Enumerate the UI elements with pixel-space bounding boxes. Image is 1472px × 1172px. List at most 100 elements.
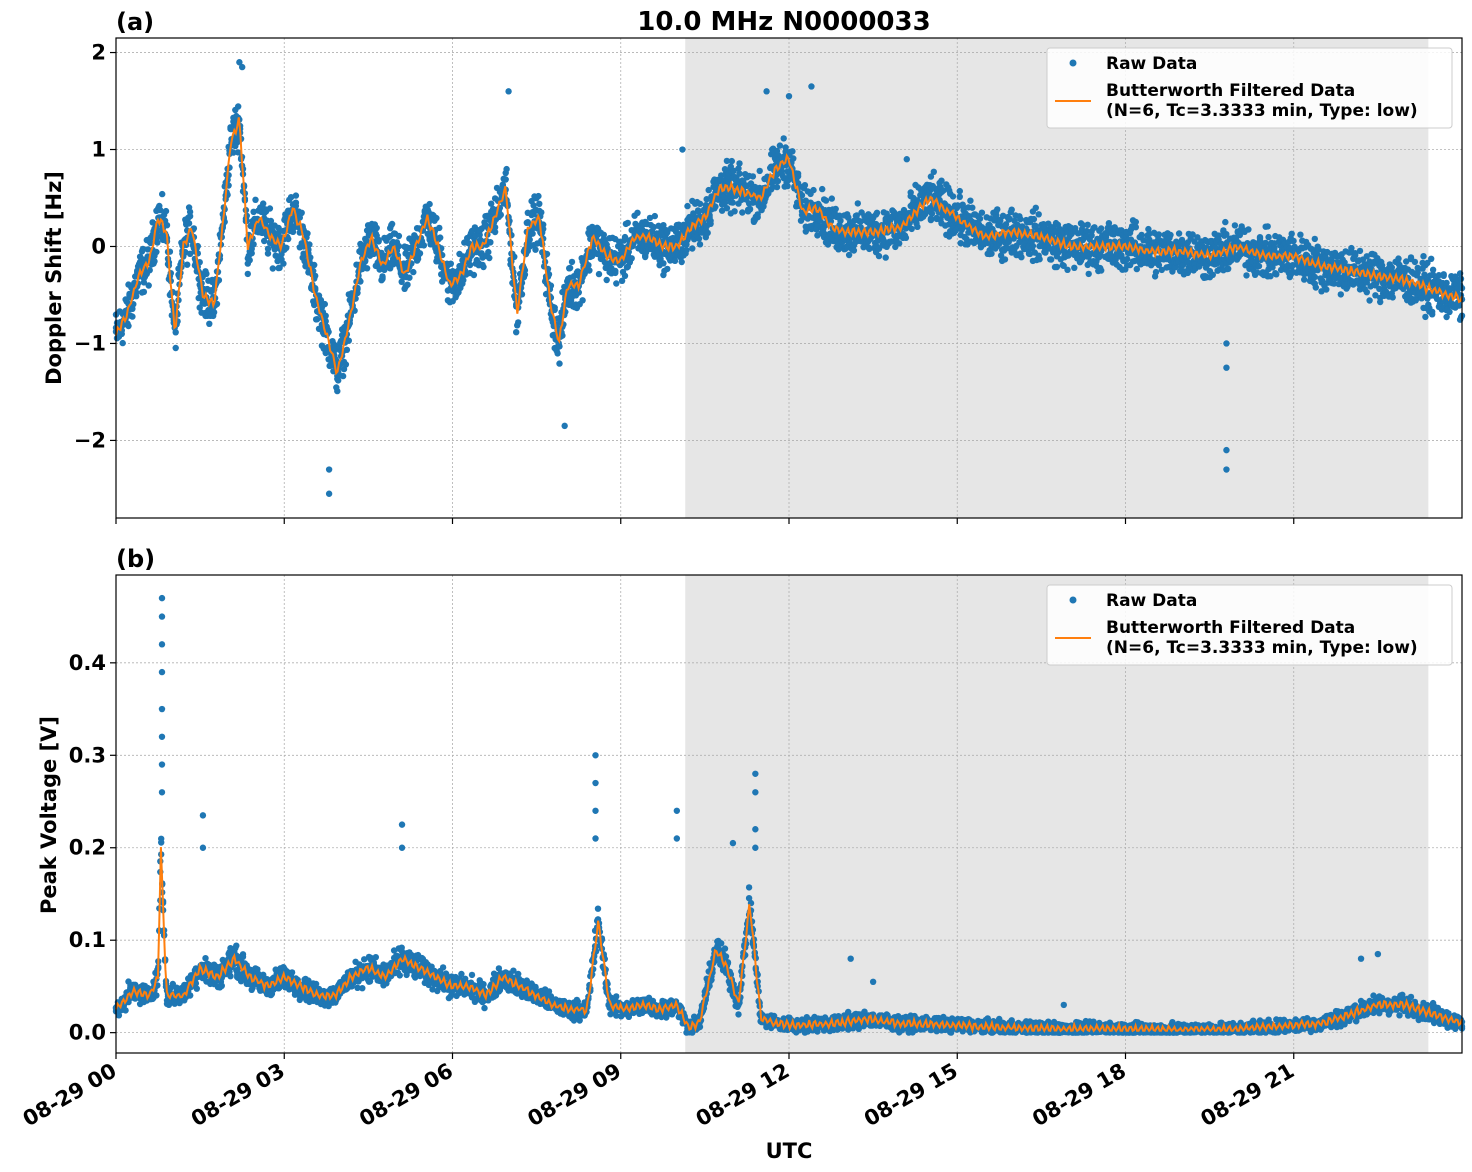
panel-a-y-ticks: 210−1−2 bbox=[74, 41, 116, 452]
raw-data-point bbox=[1429, 311, 1436, 318]
raw-data-point bbox=[1008, 206, 1015, 213]
raw-data-point bbox=[754, 214, 761, 221]
raw-data-point bbox=[675, 221, 682, 228]
raw-data-point bbox=[613, 280, 620, 287]
raw-data-point bbox=[1395, 255, 1402, 262]
raw-data-point bbox=[154, 239, 161, 246]
raw-data-point bbox=[239, 953, 247, 960]
raw-data-point bbox=[497, 211, 504, 219]
panel-a-legend: Raw Data Butterworth Filtered Data (N=6,… bbox=[1046, 47, 1453, 129]
raw-data-point bbox=[1337, 291, 1345, 298]
raw-data-point bbox=[707, 217, 714, 224]
raw-data-point bbox=[233, 942, 240, 949]
raw-data-point bbox=[311, 261, 318, 269]
raw-data-point bbox=[538, 209, 545, 216]
raw-data-point bbox=[1001, 256, 1009, 263]
raw-data-outlier bbox=[763, 88, 770, 95]
raw-data-point bbox=[1363, 289, 1371, 296]
raw-data-point bbox=[487, 239, 494, 246]
raw-data-point bbox=[218, 982, 225, 989]
raw-data-point bbox=[272, 252, 279, 259]
raw-data-point bbox=[1264, 223, 1271, 230]
raw-data-point bbox=[696, 241, 704, 248]
raw-data-point bbox=[285, 235, 292, 243]
raw-data-point bbox=[1271, 244, 1278, 251]
raw-data-point bbox=[949, 193, 957, 200]
raw-data-point bbox=[1352, 251, 1359, 259]
raw-data-point bbox=[1030, 215, 1038, 223]
raw-data-point bbox=[1053, 263, 1061, 271]
raw-data-point bbox=[1152, 268, 1160, 276]
raw-data-point bbox=[664, 229, 671, 236]
raw-data-point bbox=[535, 192, 542, 200]
raw-data-point bbox=[621, 272, 629, 279]
raw-data-point bbox=[140, 288, 148, 296]
raw-data-point bbox=[1064, 266, 1071, 273]
raw-data-point bbox=[526, 236, 533, 243]
raw-data-point bbox=[202, 955, 209, 962]
raw-data-point bbox=[690, 210, 697, 217]
raw-data-point bbox=[1273, 271, 1280, 278]
raw-data-point bbox=[375, 236, 382, 244]
raw-data-point bbox=[756, 167, 763, 175]
raw-data-point bbox=[794, 170, 802, 177]
raw-data-outlier bbox=[785, 92, 793, 100]
raw-data-point bbox=[146, 267, 153, 274]
raw-data-point bbox=[927, 216, 935, 224]
raw-data-point bbox=[470, 271, 478, 279]
raw-data-point bbox=[414, 255, 422, 263]
raw-data-point bbox=[689, 245, 696, 252]
raw-data-point bbox=[660, 222, 667, 229]
raw-data-point bbox=[1155, 231, 1163, 238]
raw-data-point bbox=[875, 252, 883, 260]
raw-data-point bbox=[1429, 266, 1437, 273]
raw-data-point bbox=[235, 103, 242, 110]
raw-data-point bbox=[342, 361, 350, 368]
raw-data-point bbox=[1440, 271, 1447, 278]
raw-data-point bbox=[1311, 235, 1319, 243]
raw-data-point bbox=[1457, 275, 1465, 282]
raw-data-point bbox=[988, 250, 995, 257]
raw-data-outlier bbox=[325, 490, 333, 497]
raw-data-point bbox=[822, 197, 830, 204]
raw-data-point bbox=[646, 214, 654, 222]
raw-data-point bbox=[147, 239, 154, 247]
raw-data-point bbox=[416, 250, 424, 257]
legend-filtered-line2: (N=6, Tc=3.3333 min, Type: low) bbox=[1106, 101, 1418, 121]
raw-data-point bbox=[896, 240, 903, 247]
raw-data-point bbox=[186, 992, 194, 999]
raw-data-point bbox=[736, 170, 743, 177]
raw-data-point bbox=[956, 193, 963, 200]
raw-data-point bbox=[343, 346, 351, 353]
raw-data-point bbox=[491, 228, 499, 236]
raw-data-point bbox=[1029, 242, 1037, 250]
raw-data-point bbox=[260, 200, 267, 207]
raw-data-point bbox=[250, 208, 257, 215]
raw-data-point bbox=[1225, 265, 1232, 272]
raw-data-point bbox=[566, 264, 574, 272]
raw-data-point bbox=[773, 183, 781, 191]
raw-data-point bbox=[227, 973, 234, 980]
raw-data-point bbox=[158, 839, 165, 846]
raw-data-point bbox=[704, 229, 711, 237]
raw-data-point bbox=[162, 207, 170, 215]
raw-data-point bbox=[503, 165, 510, 173]
raw-data-point bbox=[261, 237, 268, 245]
raw-data-point bbox=[1388, 264, 1396, 271]
raw-data-point bbox=[810, 186, 817, 194]
raw-data-point bbox=[153, 992, 160, 999]
raw-data-point bbox=[1356, 247, 1364, 255]
raw-data-point bbox=[1036, 256, 1043, 263]
raw-data-outlier bbox=[238, 63, 246, 71]
raw-data-point bbox=[292, 199, 300, 206]
raw-data-point bbox=[447, 260, 454, 267]
raw-data-point bbox=[978, 209, 986, 216]
raw-data-point bbox=[345, 337, 352, 344]
raw-data-point bbox=[404, 281, 411, 288]
raw-data-point bbox=[568, 258, 576, 266]
raw-data-point bbox=[313, 316, 321, 323]
raw-data-point bbox=[306, 241, 313, 248]
raw-data-point bbox=[695, 235, 703, 242]
raw-data-point bbox=[1290, 237, 1297, 245]
raw-data-point bbox=[850, 247, 858, 254]
